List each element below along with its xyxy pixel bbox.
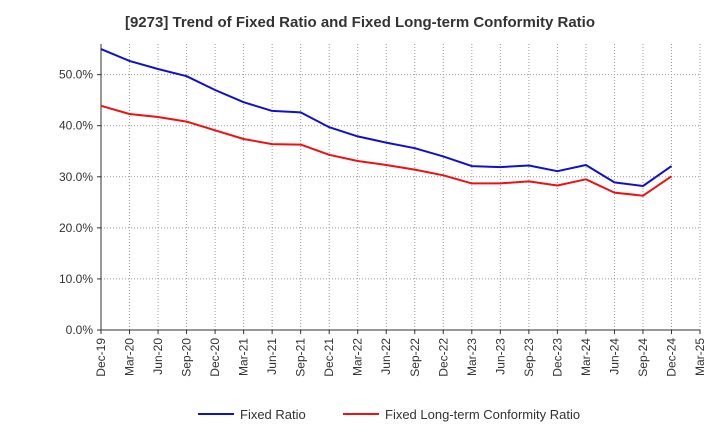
x-tick-label: Mar-24 (579, 338, 593, 376)
series-line-fixed-ratio (100, 48, 673, 187)
x-tick-label: Sep-20 (180, 338, 194, 377)
y-tick-label: 50.0% (59, 68, 93, 82)
x-tick-label: Dec-21 (322, 338, 336, 377)
x-tick-label: Dec-22 (436, 338, 450, 377)
x-tick-label: Mar-20 (123, 338, 137, 376)
x-tick-label: Sep-22 (408, 338, 422, 377)
x-tick-label: Jun-24 (607, 338, 621, 375)
x-tick-label: Jun-20 (151, 338, 165, 375)
chart-title: [9273] Trend of Fixed Ratio and Fixed Lo… (124, 14, 596, 31)
y-tick-label: 0.0% (66, 323, 94, 337)
y-tick-label: 30.0% (59, 170, 93, 184)
x-tick-label: Dec-23 (550, 338, 564, 377)
x-tick-label: Dec-24 (664, 338, 678, 377)
y-tick-label: 40.0% (59, 119, 93, 133)
y-tick-label: 10.0% (59, 272, 93, 286)
x-tick-label: Jun-22 (379, 338, 393, 375)
x-tick-label: Dec-20 (208, 338, 222, 377)
series-line-fixed-long-term-conformity-ratio (100, 104, 673, 197)
x-tick-label: Dec-19 (94, 338, 108, 377)
legend-label: Fixed Long-term Conformity Ratio (385, 407, 580, 422)
x-tick-label: Sep-21 (294, 338, 308, 377)
x-tick-label: Mar-25 (693, 338, 707, 376)
x-tick-label: Jun-21 (265, 338, 279, 375)
legend-label: Fixed Ratio (240, 407, 306, 422)
x-tick-label: Mar-21 (237, 338, 251, 376)
x-tick-label: Sep-24 (636, 338, 650, 377)
x-tick-label: Jun-23 (493, 338, 507, 375)
x-tick-label: Mar-22 (351, 338, 365, 376)
y-tick-label: 20.0% (59, 221, 93, 235)
x-tick-label: Mar-23 (465, 338, 479, 376)
x-tick-label: Sep-23 (522, 338, 536, 377)
